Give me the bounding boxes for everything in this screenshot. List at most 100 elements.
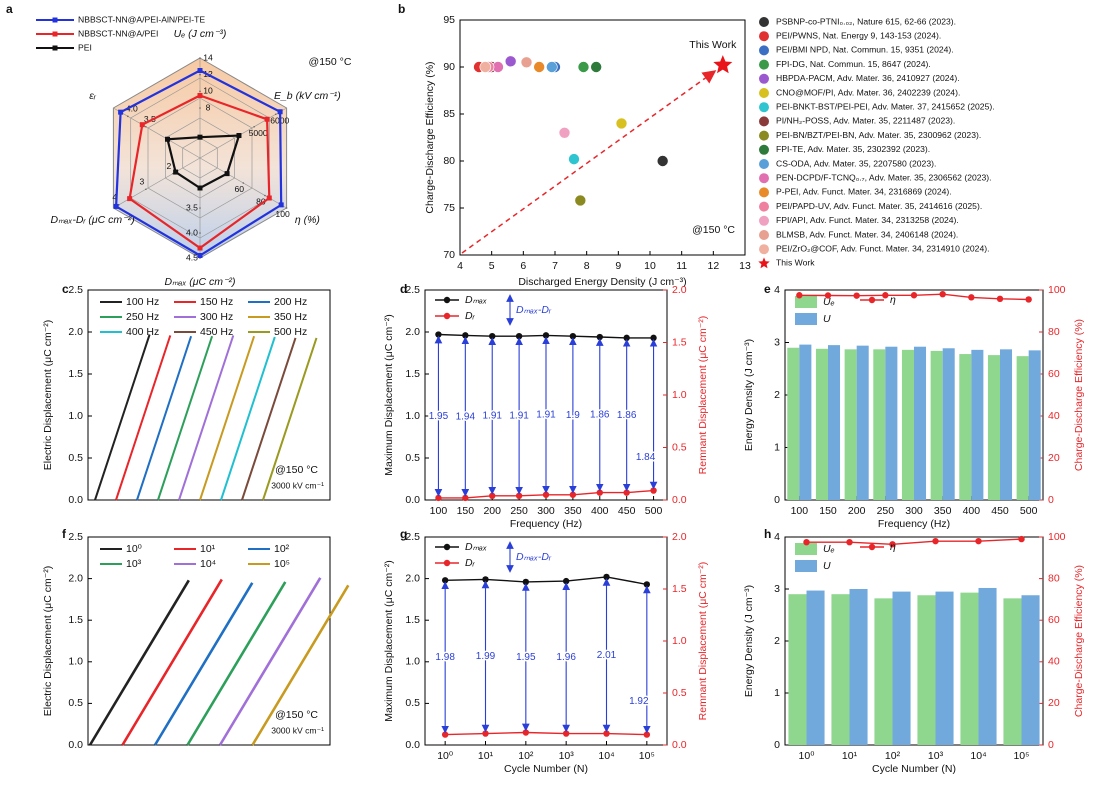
radar-point	[236, 133, 242, 138]
legend-label: Dₘₐₓ	[465, 294, 487, 306]
y-axis-title: Energy Density (J cm⁻³)	[743, 339, 755, 451]
plot-frame	[424, 536, 668, 746]
bar	[844, 349, 857, 500]
bar	[1003, 598, 1022, 745]
legend-label: 400 Hz	[126, 326, 159, 338]
legend-label: PI/NH₂-POSS, Adv. Mater. 35, 2211487 (20…	[776, 116, 955, 126]
y2-tick-label: 0	[1048, 739, 1054, 751]
y-tick-label: 2	[774, 389, 780, 401]
legend-marker	[443, 296, 451, 304]
bar	[828, 345, 841, 500]
legend-marker	[759, 173, 769, 184]
y-tick-label: 2.0	[405, 572, 420, 584]
y-tick-label: 1.0	[405, 656, 420, 668]
legend-marker	[443, 543, 451, 551]
y-tick-label: 2.5	[68, 284, 83, 296]
x-tick-label: 10³	[928, 750, 944, 762]
radar-tick	[145, 125, 147, 128]
x-tick-label: 150	[819, 505, 837, 517]
point	[515, 333, 523, 340]
radar-point	[197, 93, 203, 98]
legend-label: Dᵣ	[465, 310, 476, 322]
value-label: 1.99	[476, 651, 496, 662]
legend-swatch	[795, 560, 817, 572]
radar-axis-label: η (%)	[295, 214, 320, 226]
panel-letter: b	[398, 2, 405, 16]
point	[889, 541, 896, 548]
y-tick-label: 4	[774, 284, 780, 296]
legend-marker	[759, 102, 769, 113]
annotation: @150 °C	[692, 224, 735, 236]
legend-label: PEI	[78, 42, 92, 52]
bar	[935, 591, 954, 745]
legend-marker	[759, 187, 769, 198]
radar-point	[173, 169, 179, 175]
x-tick-label: 200	[483, 505, 501, 517]
legend-marker	[52, 45, 58, 51]
point	[522, 578, 530, 586]
legend-marker	[443, 312, 451, 320]
point	[932, 537, 939, 545]
legend-label: 10¹	[200, 543, 216, 555]
y2-tick-label: 60	[1048, 368, 1060, 380]
bar	[959, 354, 972, 500]
curve	[94, 334, 151, 501]
y-tick-label: 1.0	[405, 410, 420, 422]
radar-tick	[199, 107, 201, 109]
point	[435, 494, 442, 502]
y-tick-label: 1	[774, 687, 780, 699]
radar-axis-label: Dₘₐₓ (μC cm⁻²)	[164, 276, 235, 288]
point	[656, 155, 669, 167]
bar	[885, 346, 898, 500]
legend-label: 350 Hz	[274, 311, 307, 323]
panel-letter: a	[6, 2, 13, 16]
bar	[1021, 595, 1040, 745]
radar-tick-label: 5000	[249, 128, 268, 138]
legend-label: NBBSCT-NN@A/PEI	[78, 28, 158, 38]
radar-tick-label: 4	[112, 192, 117, 202]
x-tick-label: 13	[739, 260, 751, 272]
x-axis-title: Discharged Energy Density (J cm⁻³)	[518, 276, 686, 288]
bar	[1000, 349, 1013, 500]
value-label: 1.86	[590, 409, 610, 420]
legend-marker	[759, 144, 769, 155]
y2-tick-label: 1.5	[672, 336, 687, 348]
y-tick-label: 0	[774, 739, 780, 751]
curve	[186, 581, 287, 746]
y2-tick-label: 0.5	[672, 441, 687, 453]
x-tick-label: 10¹	[842, 750, 858, 762]
radar-point	[118, 109, 124, 115]
legend-marker	[759, 59, 769, 70]
value-label: 1.92	[629, 696, 649, 707]
y-tick-label: 2.0	[405, 326, 420, 338]
radar-point	[224, 171, 230, 177]
x-tick-label: 450	[618, 505, 636, 517]
radar-tick	[199, 73, 201, 76]
bar	[917, 595, 936, 745]
x-tick-label: 11	[676, 260, 687, 272]
x-tick-label: 10³	[559, 750, 575, 762]
trend-arrow	[461, 70, 717, 254]
y-tick-label: 3	[774, 336, 780, 348]
radar-point	[277, 109, 283, 115]
curve	[218, 577, 322, 746]
point	[546, 61, 558, 73]
curve	[199, 335, 256, 501]
panel-letter: g	[400, 527, 407, 541]
value-label: 1.9	[566, 410, 580, 421]
point	[996, 295, 1004, 303]
x-tick-label: 150	[457, 505, 475, 517]
bar	[892, 591, 911, 745]
radar-axis-label: E_b (kV cm⁻¹)	[274, 90, 341, 102]
curve	[115, 335, 172, 501]
panel-letter: f	[62, 527, 67, 541]
y-tick-label: 0	[774, 494, 780, 506]
y-tick-label: 1.0	[68, 410, 83, 422]
radar-axis-label: Uₑ (J cm⁻³)	[174, 28, 227, 40]
y-axis-title: Maximum Displacement (μC cm⁻²)	[383, 314, 395, 476]
x-tick-label: 500	[645, 505, 663, 517]
point	[939, 291, 946, 298]
curve	[88, 579, 190, 746]
radar-point	[197, 245, 203, 251]
legend-marker	[52, 17, 58, 23]
